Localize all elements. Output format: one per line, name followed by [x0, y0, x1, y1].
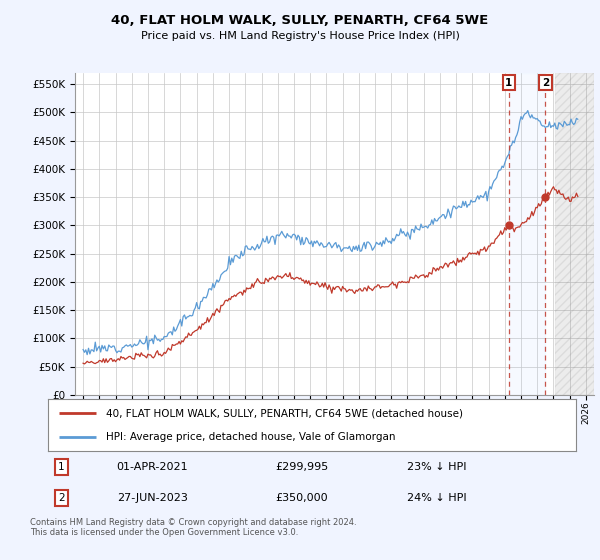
Text: 40, FLAT HOLM WALK, SULLY, PENARTH, CF64 5WE (detached house): 40, FLAT HOLM WALK, SULLY, PENARTH, CF64… [106, 408, 463, 418]
Text: 01-APR-2021: 01-APR-2021 [116, 462, 188, 472]
Text: 1: 1 [505, 78, 512, 87]
Bar [509, 73, 545, 395]
Text: 1: 1 [58, 462, 65, 472]
Text: Price paid vs. HM Land Registry's House Price Index (HPI): Price paid vs. HM Land Registry's House … [140, 31, 460, 41]
Text: £350,000: £350,000 [275, 493, 328, 503]
Text: Contains HM Land Registry data © Crown copyright and database right 2024.
This d: Contains HM Land Registry data © Crown c… [30, 518, 356, 538]
Text: 23% ↓ HPI: 23% ↓ HPI [407, 462, 467, 472]
Text: HPI: Average price, detached house, Vale of Glamorgan: HPI: Average price, detached house, Vale… [106, 432, 395, 442]
Text: 27-JUN-2023: 27-JUN-2023 [116, 493, 188, 503]
Bar [555, 73, 594, 395]
Text: 2: 2 [542, 78, 549, 87]
Text: £299,995: £299,995 [275, 462, 328, 472]
Text: 24% ↓ HPI: 24% ↓ HPI [407, 493, 467, 503]
Text: 2: 2 [58, 493, 65, 503]
Text: 40, FLAT HOLM WALK, SULLY, PENARTH, CF64 5WE: 40, FLAT HOLM WALK, SULLY, PENARTH, CF64… [112, 14, 488, 27]
